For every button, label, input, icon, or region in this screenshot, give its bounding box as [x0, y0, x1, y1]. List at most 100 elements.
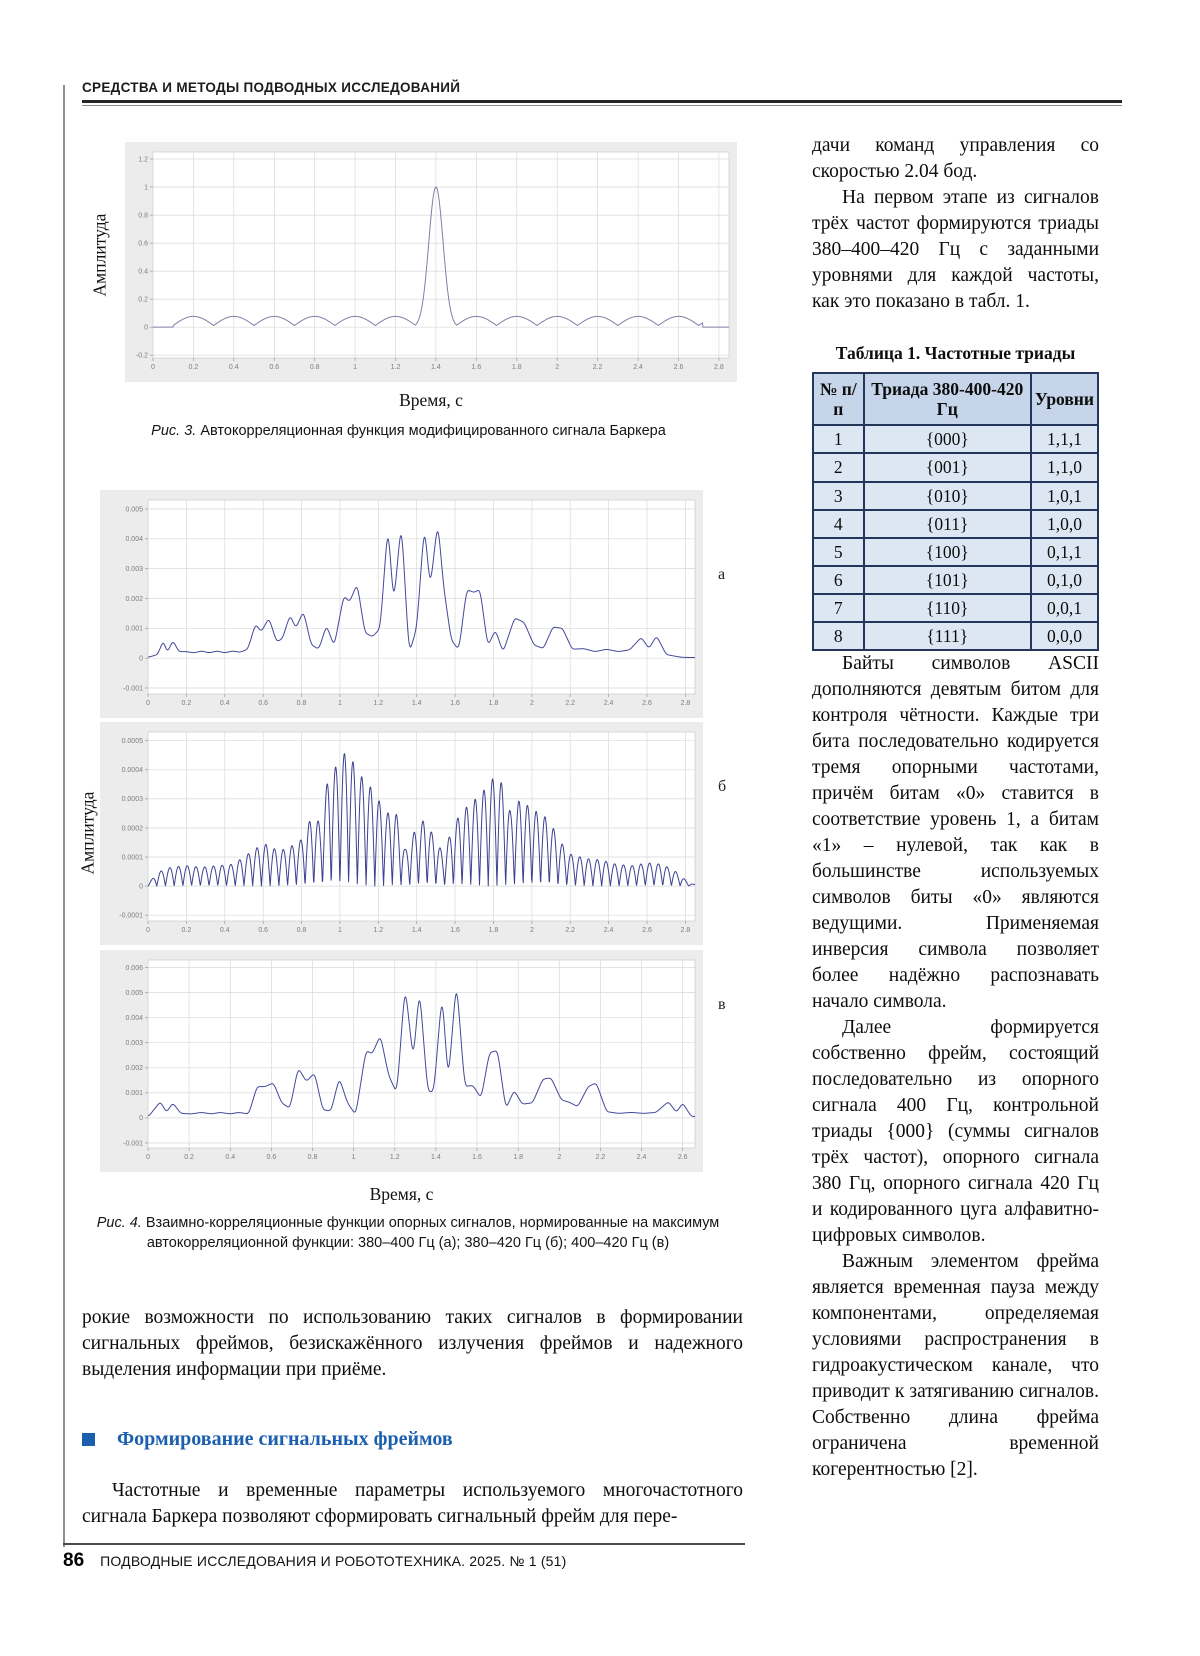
figure4-caption: Рис. 4. Взаимно-корреляционные функции о… [78, 1214, 738, 1253]
svg-text:0.005: 0.005 [125, 990, 143, 997]
table-cell: 1,0,1 [1029, 480, 1100, 511]
figure3-caption-label: Рис. 3. [151, 423, 197, 439]
table-header-row: № п/п Триада 380-400-420 Гц Уровни [812, 371, 1100, 427]
figure4-subplot-a-tag: а [718, 566, 726, 583]
svg-text:-0.0001: -0.0001 [119, 913, 143, 920]
svg-text:1.6: 1.6 [450, 927, 460, 934]
svg-text:0.004: 0.004 [125, 536, 143, 543]
left-column-paragraph-1: рокие возможности по использованию таких… [82, 1307, 743, 1380]
table-cell: 1,1,1 [1029, 424, 1100, 455]
figure3-chart: 0 0.2 0.4 0.6 0.8 1 1.2 1.4 1.6 1.8 2 2.2 2.4 2.6 2.8 1… [125, 142, 737, 382]
svg-text:1.6: 1.6 [450, 700, 460, 707]
svg-text:0.2: 0.2 [138, 296, 148, 303]
table-cell: 4 [812, 508, 865, 539]
figure3-x-axis-label: Время, с [399, 390, 463, 410]
figure4-y-axis-label: Амплитуда [77, 791, 98, 875]
left-column-paragraph-2: Частотные и временные параметры использу… [82, 1480, 743, 1527]
svg-text:0.0001: 0.0001 [122, 854, 144, 861]
right-paragraph-1: дачи команд управления со скоростью 2.04… [812, 135, 1099, 182]
right-paragraph-3: Байты символов ASCII дополняются девятым… [812, 653, 1099, 1013]
right-column: дачи команд управления со скоростью 2.04… [812, 133, 1100, 1483]
svg-text:2.2: 2.2 [593, 364, 603, 371]
table-cell: {000} [862, 424, 1032, 455]
table-row: 6 {101} 0,1,0 [812, 564, 1100, 596]
svg-text:1.2: 1.2 [373, 700, 383, 707]
svg-text:0: 0 [139, 656, 143, 663]
svg-text:0: 0 [146, 1154, 150, 1161]
svg-text:0: 0 [151, 364, 155, 371]
table-cell: 8 [812, 621, 865, 652]
right-paragraph-4: Далее формируется собственно фрейм, сост… [812, 1017, 1099, 1247]
table-cell: 3 [812, 480, 865, 511]
svg-text:0.0002: 0.0002 [122, 825, 144, 832]
svg-text:2: 2 [530, 927, 534, 934]
svg-text:0: 0 [139, 1115, 143, 1122]
table-title: Таблица 1. Частотные триады [835, 343, 1076, 363]
svg-text:2: 2 [530, 700, 534, 707]
svg-text:1: 1 [338, 700, 342, 707]
svg-text:2.4: 2.4 [637, 1154, 647, 1161]
svg-text:0.004: 0.004 [125, 1015, 143, 1022]
triads-table-body: 1 {000} 1,1,1 2 {001} 1,1,0 3 {010} 1,0,1 4 {011} 1… [812, 424, 1100, 652]
svg-text:1.8: 1.8 [512, 364, 522, 371]
figure3-y-axis-label: Амплитуда [89, 213, 110, 297]
svg-text:0.8: 0.8 [310, 364, 320, 371]
table-cell: {001} [862, 452, 1032, 483]
footer-rule [63, 1543, 745, 1545]
table-cell: 5 [812, 536, 865, 567]
svg-text:1: 1 [144, 184, 148, 191]
table-header-cell: № п/п [812, 371, 865, 427]
svg-text:1.2: 1.2 [138, 156, 148, 163]
svg-text:1.2: 1.2 [391, 364, 401, 371]
svg-text:0.6: 0.6 [138, 240, 148, 247]
table-row: 1 {000} 1,1,1 [812, 424, 1100, 455]
left-margin-rule [63, 85, 65, 1547]
figure4-subplot-a-chart: 0 0.2 0.4 0.6 0.8 1 1.2 1.4 1.6 1.8 2 2.2 2.4 2.6 2.8 0… [100, 490, 703, 718]
table-row: 5 {100} 0,1,1 [812, 536, 1100, 567]
figure4-x-axis-label: Время, с [369, 1184, 434, 1204]
running-head-rule [82, 100, 1122, 106]
table-cell: {101} [862, 564, 1032, 596]
svg-text:-0.001: -0.001 [123, 1140, 143, 1147]
table-header-cell: Уровни [1029, 371, 1100, 427]
svg-text:0.2: 0.2 [184, 1154, 194, 1161]
svg-text:2.6: 2.6 [642, 927, 652, 934]
section-heading: Формирование сигнальных фреймов [82, 1428, 743, 1451]
svg-text:0.001: 0.001 [125, 1090, 143, 1097]
table-cell: {011} [862, 508, 1032, 539]
svg-text:2.2: 2.2 [565, 927, 575, 934]
svg-text:1.2: 1.2 [390, 1154, 400, 1161]
svg-text:0.0003: 0.0003 [122, 796, 144, 803]
table-cell: {010} [862, 480, 1032, 511]
svg-text:1.8: 1.8 [489, 927, 499, 934]
table-cell: 0,1,1 [1029, 536, 1100, 567]
svg-text:0: 0 [146, 700, 150, 707]
svg-text:1.4: 1.4 [412, 700, 422, 707]
svg-text:1.4: 1.4 [412, 927, 422, 934]
svg-text:2: 2 [557, 1154, 561, 1161]
svg-text:1.8: 1.8 [489, 700, 499, 707]
svg-text:0.4: 0.4 [220, 927, 230, 934]
figure4-caption-label: Рис. 4. [96, 1215, 142, 1231]
table-cell: 6 [812, 564, 865, 596]
table-row: 4 {011} 1,0,0 [812, 508, 1100, 539]
svg-text:0.8: 0.8 [138, 212, 148, 219]
svg-text:2.8: 2.8 [681, 927, 691, 934]
svg-text:0.005: 0.005 [125, 506, 143, 513]
table-cell: 1,0,0 [1029, 508, 1100, 539]
table-row: 2 {001} 1,1,0 [812, 452, 1100, 483]
svg-text:0.4: 0.4 [229, 364, 239, 371]
svg-text:2.4: 2.4 [604, 927, 614, 934]
figure4-subplot-v-tag: в [718, 996, 726, 1013]
svg-text:2.2: 2.2 [596, 1154, 606, 1161]
svg-text:2.2: 2.2 [565, 700, 575, 707]
svg-text:0.6: 0.6 [258, 927, 268, 934]
svg-text:0.0005: 0.0005 [122, 738, 144, 745]
svg-text:0.2: 0.2 [189, 364, 199, 371]
table-cell: 1 [812, 424, 865, 455]
svg-text:0.8: 0.8 [297, 927, 307, 934]
svg-text:2.4: 2.4 [633, 364, 643, 371]
svg-text:2.8: 2.8 [681, 700, 691, 707]
svg-text:0.002: 0.002 [125, 596, 143, 603]
